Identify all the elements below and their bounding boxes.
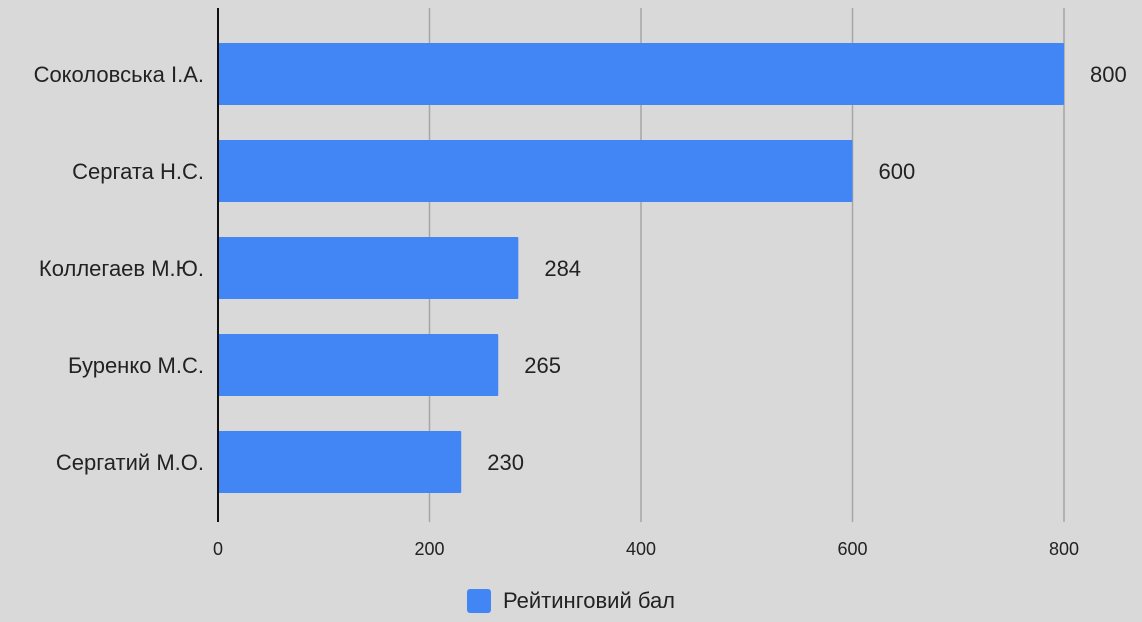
bar-3 <box>218 334 499 396</box>
data-label-4: 230 <box>487 450 524 475</box>
data-label-3: 265 <box>524 353 561 378</box>
data-label-1: 600 <box>879 159 916 184</box>
bar-2 <box>218 237 519 299</box>
legend-swatch <box>466 589 491 613</box>
x-tick-label-400: 400 <box>626 539 656 559</box>
bars <box>218 43 1064 493</box>
data-label-0: 800 <box>1090 62 1127 87</box>
legend-label: Рейтинговий бал <box>502 588 676 613</box>
x-tick-label-600: 600 <box>837 539 867 559</box>
category-label-2: Коллегаев М.Ю. <box>39 256 204 281</box>
x-tick-label-0: 0 <box>213 539 223 559</box>
category-label-4: Сергатий М.О. <box>56 450 204 475</box>
legend: Рейтинговий бал <box>0 588 1142 614</box>
category-label-3: Буренко М.С. <box>68 353 204 378</box>
data-label-2: 284 <box>544 256 581 281</box>
x-tick-label-200: 200 <box>414 539 444 559</box>
bar-1 <box>218 140 853 202</box>
bar-0 <box>218 43 1064 105</box>
labels: 0 200 400 600 800 Соколовська І.А. 800 Сергата … <box>34 62 1127 559</box>
category-label-1: Сергата Н.С. <box>72 159 204 184</box>
bar-4 <box>218 431 462 493</box>
category-label-0: Соколовська І.А. <box>34 62 204 87</box>
x-tick-label-800: 800 <box>1049 539 1079 559</box>
